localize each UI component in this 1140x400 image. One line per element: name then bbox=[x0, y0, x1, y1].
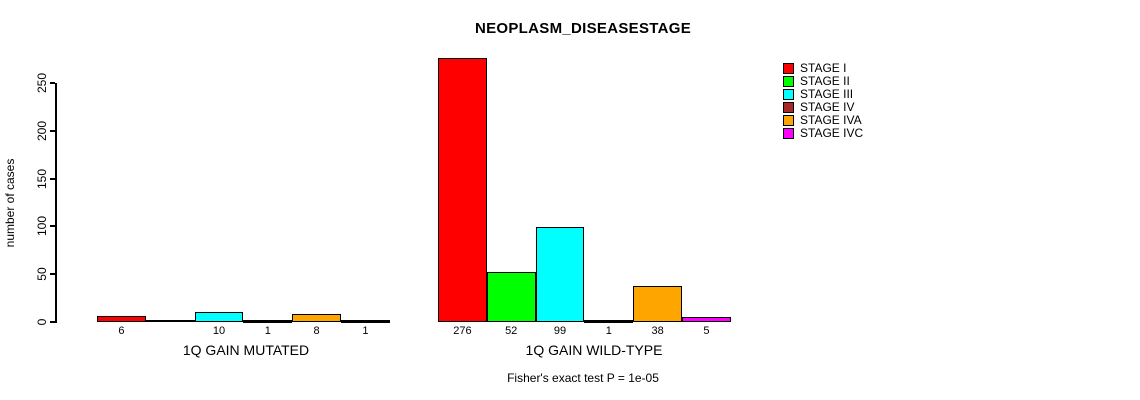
y-axis-tick-label: 0 bbox=[35, 318, 49, 326]
legend-label: STAGE IV bbox=[800, 100, 855, 114]
bar-stage-ii bbox=[486, 272, 536, 322]
legend-item: STAGE IV bbox=[783, 101, 863, 114]
y-axis-tick bbox=[50, 129, 55, 132]
y-axis-tick bbox=[50, 273, 55, 276]
bar-stage-iva bbox=[633, 286, 682, 322]
y-axis-tick-label: 150 bbox=[35, 168, 49, 189]
bar-value-label: 6 bbox=[118, 325, 125, 337]
legend-label: STAGE IVA bbox=[800, 113, 862, 127]
group-label: 1Q GAIN MUTATED bbox=[182, 342, 310, 358]
y-axis-tick bbox=[50, 177, 55, 180]
legend-item: STAGE II bbox=[783, 75, 863, 88]
legend-label: STAGE III bbox=[800, 87, 854, 101]
legend-item: STAGE IVA bbox=[783, 114, 863, 127]
bar-stage-iva bbox=[292, 314, 341, 322]
legend-swatch bbox=[783, 115, 794, 126]
chart-title: NEOPLASM_DISEASESTAGE bbox=[474, 20, 692, 37]
y-axis-tick-label: 100 bbox=[35, 216, 49, 237]
y-axis-tick bbox=[50, 82, 55, 85]
y-axis-tick-label: 250 bbox=[35, 73, 49, 94]
bar-value-label: 38 bbox=[651, 325, 664, 337]
legend-item: STAGE III bbox=[783, 88, 863, 101]
bar-stage-i bbox=[438, 58, 487, 322]
legend-swatch bbox=[783, 63, 794, 74]
bar-value-label: 1 bbox=[362, 325, 369, 337]
annotation-text: Fisher's exact test P = 1e-05 bbox=[507, 371, 659, 385]
legend: STAGE I STAGE II STAGE III STAGE IV STAGE IV… bbox=[783, 62, 863, 140]
bar-value-label: 99 bbox=[553, 325, 567, 337]
bar-stage-i bbox=[97, 316, 146, 322]
y-axis-tick bbox=[50, 321, 55, 323]
legend-swatch bbox=[783, 89, 794, 100]
legend-swatch bbox=[783, 128, 794, 139]
bar-stage-iv bbox=[584, 321, 634, 323]
bar-stage-ivc bbox=[341, 321, 390, 323]
bar-value-label: 10 bbox=[212, 325, 226, 337]
bar-stage-iv bbox=[243, 321, 293, 323]
bar-value-label: 1 bbox=[264, 325, 271, 337]
legend-swatch bbox=[783, 102, 794, 113]
bar-value-label: 1 bbox=[605, 325, 612, 337]
bar-stage-ivc bbox=[682, 317, 731, 322]
y-axis-tick-label: 50 bbox=[35, 267, 49, 281]
bar-stage-iii bbox=[194, 312, 244, 322]
legend-item: STAGE IVC bbox=[783, 127, 863, 140]
bar-stage-iii bbox=[535, 227, 585, 322]
bar-value-label: 5 bbox=[703, 325, 710, 337]
y-axis-tick-label: 200 bbox=[35, 120, 49, 141]
group-label: 1Q GAIN WILD-TYPE bbox=[525, 342, 663, 358]
legend-item: STAGE I bbox=[783, 62, 863, 75]
legend-label: STAGE IVC bbox=[800, 126, 864, 140]
legend-swatch bbox=[783, 76, 794, 87]
legend-label: STAGE II bbox=[800, 74, 850, 88]
legend-label: STAGE I bbox=[800, 61, 847, 75]
bar-value-label: 52 bbox=[505, 325, 518, 337]
bar-value-label: 276 bbox=[453, 325, 472, 337]
bar-value-label: 8 bbox=[313, 325, 320, 337]
y-axis-line bbox=[55, 83, 57, 323]
y-axis-tick bbox=[50, 225, 55, 228]
